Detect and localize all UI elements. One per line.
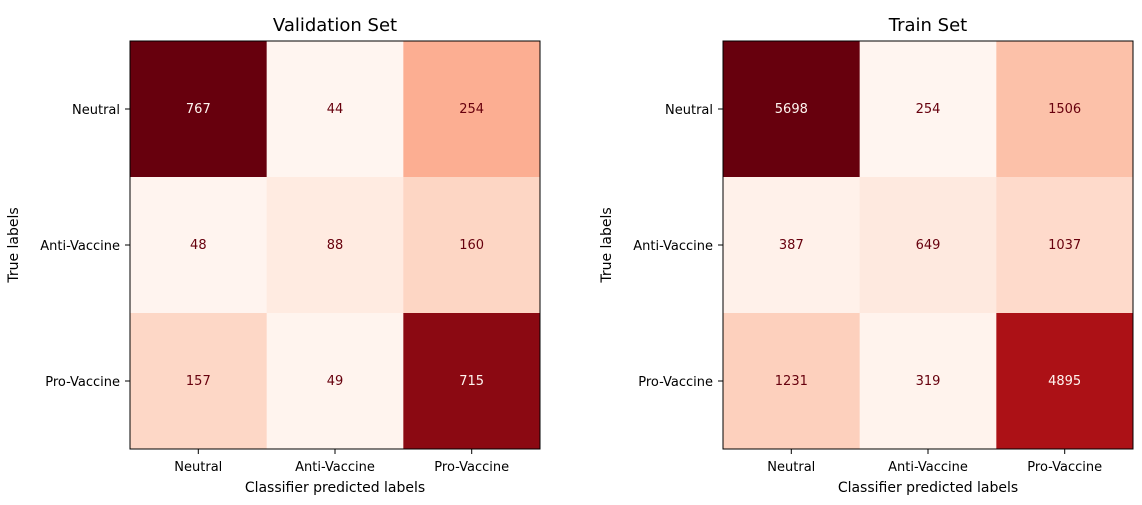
validation-cell-r1-c0: [130, 177, 268, 314]
validation-x-tick-label: Anti-Vaccine: [295, 460, 375, 475]
validation-cell-r0-c2: [403, 41, 541, 178]
validation-x-ticks: Neutral Anti-Vaccine Pro-Vaccine: [174, 449, 509, 475]
train-cell-value: 4895: [1048, 374, 1081, 389]
validation-cell-value: 157: [186, 374, 211, 389]
validation-cell-r1-c1: [266, 177, 404, 314]
train-x-tick-label: Pro-Vaccine: [1027, 460, 1102, 475]
validation-cell-value: 88: [327, 238, 344, 253]
train-x-ticks: Neutral Anti-Vaccine Pro-Vaccine: [767, 449, 1102, 475]
train-cell-value: 5698: [775, 102, 808, 117]
train-chart-title: Train Set: [888, 15, 967, 36]
train-cell-value: 319: [916, 374, 941, 389]
train-y-tick-label: Neutral: [665, 103, 713, 118]
train-cell-value: 1506: [1048, 102, 1081, 117]
train-y-tick-label: Anti-Vaccine: [633, 239, 713, 254]
train-cell-value: 1037: [1048, 238, 1081, 253]
train-x-tick-label: Neutral: [767, 460, 815, 475]
validation-cell-value: 44: [327, 102, 344, 117]
validation-y-axis-label: True labels: [6, 207, 22, 283]
validation-x-tick-label: Pro-Vaccine: [434, 460, 509, 475]
validation-chart-title: Validation Set: [273, 15, 397, 36]
validation-cell-value: 767: [186, 102, 211, 117]
train-cell-r1-c1: [859, 177, 997, 314]
train-cell-value: 254: [916, 102, 941, 117]
train-confusion-matrix: Train Set 5698 254 1506 387 649 1037 1231 319 48…: [599, 15, 1134, 496]
train-cell-r2-c1: [859, 313, 997, 450]
validation-x-tick-label: Neutral: [174, 460, 222, 475]
train-cell-r1-c2: [996, 177, 1134, 314]
validation-cell-value: 48: [190, 238, 207, 253]
validation-y-tick-label: Pro-Vaccine: [45, 375, 120, 390]
train-cell-r2-c2: [996, 313, 1134, 450]
validation-cell-value: 49: [327, 374, 344, 389]
validation-x-axis-label: Classifier predicted labels: [245, 480, 425, 496]
validation-cell-r0-c1: [266, 41, 404, 178]
validation-y-ticks: Neutral Anti-Vaccine Pro-Vaccine: [40, 103, 130, 390]
train-cell-r1-c0: [723, 177, 861, 314]
validation-confusion-matrix: Validation Set 767 44 254 48 88 160 157 49 715 N…: [6, 15, 541, 496]
train-cell-r2-c0: [723, 313, 861, 450]
validation-y-tick-label: Anti-Vaccine: [40, 239, 120, 254]
validation-cell-r0-c0: [130, 41, 268, 178]
validation-cell-value: 715: [459, 374, 484, 389]
validation-cell-r1-c2: [403, 177, 541, 314]
validation-cell-value: 254: [459, 102, 484, 117]
validation-y-tick-label: Neutral: [72, 103, 120, 118]
validation-cell-r2-c1: [266, 313, 404, 450]
train-cell-value: 1231: [775, 374, 808, 389]
train-cell-value: 387: [779, 238, 804, 253]
train-y-ticks: Neutral Anti-Vaccine Pro-Vaccine: [633, 103, 723, 390]
train-y-tick-label: Pro-Vaccine: [638, 375, 713, 390]
train-cell-r0-c2: [996, 41, 1134, 178]
train-cell-r0-c0: [723, 41, 861, 178]
validation-cell-r2-c2: [403, 313, 541, 450]
validation-cell-r2-c0: [130, 313, 268, 450]
train-y-axis-label: True labels: [599, 207, 615, 283]
validation-cells: 767 44 254 48 88 160 157 49 715: [130, 41, 541, 450]
train-x-axis-label: Classifier predicted labels: [838, 480, 1018, 496]
train-cell-value: 649: [916, 238, 941, 253]
validation-cell-value: 160: [459, 238, 484, 253]
train-cell-r0-c1: [859, 41, 997, 178]
train-x-tick-label: Anti-Vaccine: [888, 460, 968, 475]
train-cells: 5698 254 1506 387 649 1037 1231 319 4895: [723, 41, 1134, 450]
